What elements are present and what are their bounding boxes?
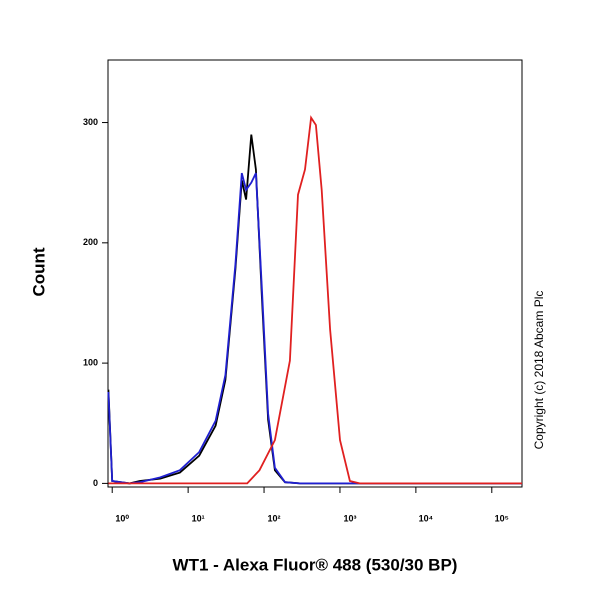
x-tick-label: 10⁴ xyxy=(419,513,433,523)
y-tick-label: 100 xyxy=(83,357,98,367)
histogram-line xyxy=(108,115,522,485)
plot-frame xyxy=(107,59,523,488)
histogram-line xyxy=(107,134,522,485)
x-tick-label: 10⁰ xyxy=(115,513,129,523)
x-tick-label: 10¹ xyxy=(192,513,205,523)
x-axis-label: WT1 - Alexa Fluor® 488 (530/30 BP) xyxy=(173,555,458,574)
x-tick-label: 10³ xyxy=(343,513,356,523)
y-tick-label: 300 xyxy=(83,117,98,127)
x-tick-label: 10⁵ xyxy=(495,513,509,523)
x-tick-label: 10² xyxy=(268,513,281,523)
y-tick-label: 200 xyxy=(83,237,98,247)
histogram-line xyxy=(107,172,522,485)
y-axis-label: Count xyxy=(29,247,48,296)
y-tick-label: 0 xyxy=(93,478,98,488)
copyright: Copyright (c) 2018 Abcam Plc xyxy=(532,291,546,450)
